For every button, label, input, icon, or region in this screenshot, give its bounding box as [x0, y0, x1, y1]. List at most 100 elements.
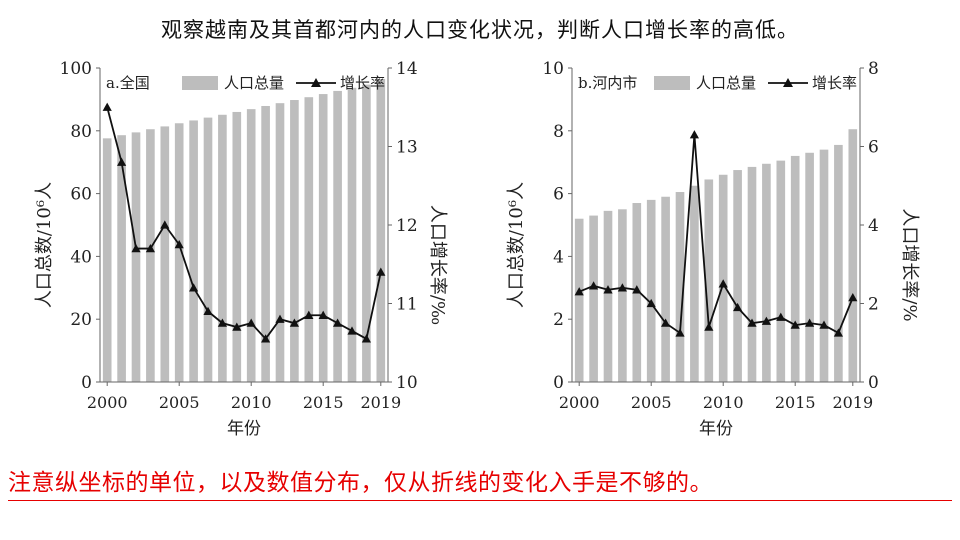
y-axis-title-right: 人口增长率/% [899, 208, 920, 321]
chart-bar [589, 215, 598, 382]
x-tick-label: 2019 [360, 393, 401, 412]
legend-label-bars: 人口总量 [696, 74, 756, 92]
chart-bar [704, 179, 714, 382]
y-tick-label-left: 0 [553, 373, 564, 393]
chart-bar [733, 170, 742, 382]
growth-rate-point [603, 285, 613, 294]
y-tick-label-left: 0 [81, 373, 92, 393]
chart-bar [675, 192, 685, 382]
growth-rate-point [848, 293, 858, 302]
page-title: 观察越南及其首都河内的人口变化状况，判断人口增长率的高低。 [161, 18, 799, 42]
growth-rate-point [376, 267, 386, 276]
y-tick-label-right: 11 [396, 295, 418, 315]
chart-bar [805, 152, 814, 382]
growth-rate-point [117, 157, 127, 166]
chart-bar [232, 111, 242, 383]
x-tick-label: 2005 [631, 393, 672, 412]
growth-rate-point [747, 318, 757, 327]
growth-rate-point [805, 318, 815, 327]
y-tick-label-right: 12 [396, 216, 418, 236]
chart-bar [646, 199, 656, 382]
chart-bar [848, 129, 858, 382]
growth-rate-point [704, 322, 714, 331]
x-tick-label: 2015 [775, 393, 816, 412]
growth-rate-point [718, 279, 728, 288]
y-tick-label-right: 6 [868, 138, 879, 158]
legend-marker [783, 78, 793, 87]
y-tick-label-left: 60 [70, 185, 92, 205]
chart-national: 0 20 40 60 80 100 10 11 12 13 14 2000 2005 2010 2015 20… [34, 59, 448, 439]
y-tick-label-right: 13 [396, 138, 418, 158]
legend-swatch-bars [182, 76, 218, 90]
growth-rate-point [776, 312, 786, 321]
growth-rate-line [106, 107, 382, 341]
chart-bar [762, 163, 771, 382]
y-tick-label-right: 4 [868, 216, 879, 236]
chart-bar [189, 120, 198, 383]
growth-rate-point [275, 314, 285, 323]
growth-rate-point [304, 310, 314, 319]
growth-rate-point [733, 302, 743, 312]
legend-marker [311, 78, 321, 87]
y-tick-label-left: 4 [553, 247, 564, 267]
chart-bar [203, 117, 213, 382]
growth-rate-point [589, 281, 599, 290]
chart-bar [603, 210, 613, 382]
chart-bar [790, 155, 800, 382]
growth-rate-point [174, 240, 184, 249]
y-tick-label-left: 8 [553, 122, 564, 142]
growth-rate-point [833, 328, 843, 337]
chart-bar [318, 94, 328, 382]
chart-subtitle: b.河内市 [578, 74, 637, 92]
y-tick-label-right: 0 [868, 373, 879, 393]
chart-bar [102, 138, 112, 382]
chart-bar [574, 218, 584, 382]
chart-bar [275, 103, 285, 382]
chart-bar [290, 100, 299, 382]
y-tick-label-right: 2 [868, 295, 879, 315]
chart-bar [747, 166, 757, 382]
chart-bar [819, 149, 829, 382]
x-axis-title: 年份 [227, 419, 261, 439]
growth-rate-point [347, 326, 357, 335]
growth-rate-point [761, 316, 771, 325]
chart-subtitle: a.全国 [106, 74, 150, 92]
growth-rate-point [261, 334, 271, 343]
x-tick-label: 2019 [832, 393, 873, 412]
chart-bar [261, 105, 270, 382]
chart-bar [131, 132, 141, 382]
growth-rate-point [689, 130, 699, 139]
growth-rate-point [189, 283, 199, 292]
chart-bar [146, 129, 155, 382]
growth-rate-point [617, 283, 627, 292]
growth-rate-point [333, 318, 343, 327]
chart-bar [362, 84, 371, 382]
chart-bar [618, 209, 627, 382]
chart-bar [218, 114, 227, 382]
growth-rate-point [574, 287, 584, 296]
growth-rate-point [145, 243, 155, 253]
legend-label-line: 增长率 [340, 74, 385, 92]
growth-rate-point [632, 285, 642, 294]
y-tick-label-left: 40 [70, 247, 92, 267]
chart-bar [246, 109, 256, 382]
y-tick-label-left: 2 [553, 310, 564, 330]
growth-rate-point [661, 318, 671, 327]
chart-bar [718, 174, 728, 382]
growth-rate-point [361, 334, 371, 343]
y-tick-label-right: 8 [868, 59, 879, 79]
x-tick-label: 2010 [703, 393, 744, 412]
legend-swatch-bars [654, 76, 690, 90]
x-tick-label: 2000 [559, 393, 600, 412]
chart-bar [834, 144, 843, 382]
chart-bar [376, 78, 386, 383]
growth-rate-point [217, 318, 227, 327]
x-tick-label: 2005 [159, 393, 200, 412]
y-tick-label-right: 14 [396, 59, 418, 79]
growth-rate-point [246, 318, 256, 327]
chart-bar [117, 135, 126, 382]
chart-bar [690, 185, 699, 382]
y-tick-label-left: 10 [542, 59, 564, 79]
growth-rate-point [318, 310, 328, 319]
